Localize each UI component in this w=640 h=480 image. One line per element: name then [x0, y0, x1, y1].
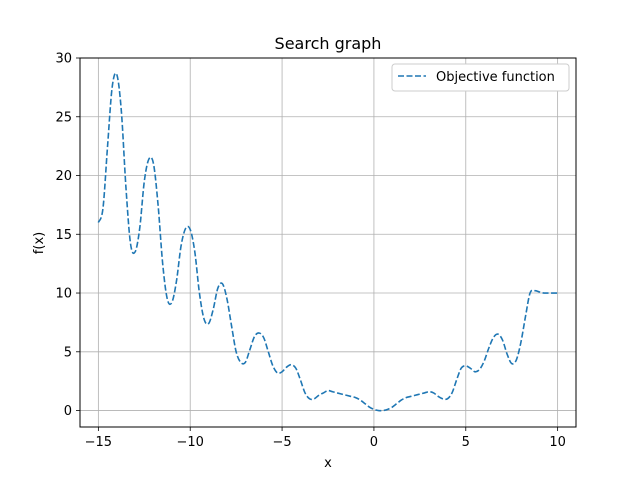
chart-title: Search graph [275, 34, 382, 53]
y-axis-label: f(x) [32, 232, 47, 254]
y-tick-label: 25 [55, 110, 72, 125]
y-tick-label: 15 [55, 228, 72, 243]
x-tick-label: −15 [85, 435, 112, 450]
series-line-objective-function [97, 72, 558, 412]
legend: Objective function [391, 63, 570, 92]
x-tick-label: −10 [177, 435, 204, 450]
x-tick-label: 5 [462, 435, 470, 450]
plot-frame [79, 57, 577, 428]
x-axis-label: x [324, 456, 332, 471]
grid [80, 57, 576, 427]
x-tick-label: −5 [272, 435, 291, 450]
ticks: −15 −10 −5 0 5 10 0 5 10 15 20 25 30 [55, 52, 565, 451]
y-tick-label: 5 [64, 345, 72, 360]
legend-box [391, 63, 570, 92]
y-tick-label: 10 [55, 287, 72, 302]
y-tick-label: 30 [55, 52, 72, 67]
legend-label-objective-function: Objective function [436, 70, 555, 85]
y-tick-label: 20 [55, 169, 72, 184]
y-tick-label: 0 [64, 404, 72, 419]
series-layer [97, 72, 558, 412]
x-tick-label: 0 [370, 435, 378, 450]
x-tick-label: 10 [549, 435, 566, 450]
